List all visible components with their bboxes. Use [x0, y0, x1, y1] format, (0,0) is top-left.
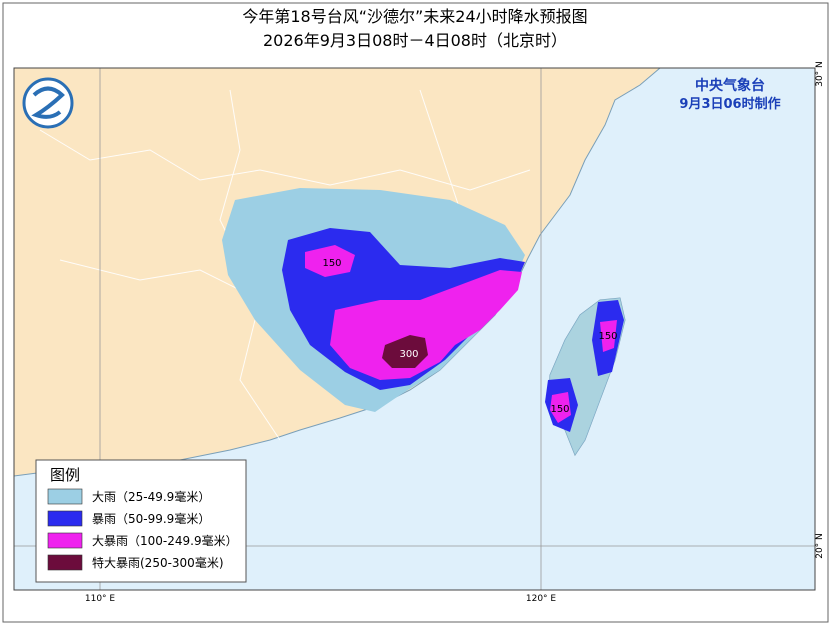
legend-swatch: [47, 510, 83, 527]
legend: 图例 大雨（25-49.9毫米） 暴雨（50-99.9毫米） 大暴雨（100-249…: [35, 459, 247, 583]
lat-label: 30° N: [815, 61, 825, 87]
issuer-agency: 中央气象台: [695, 77, 765, 94]
legend-label: 大暴雨（100-249.9毫米）: [92, 533, 238, 548]
rain-severe: [330, 270, 522, 380]
legend-items: 大雨（25-49.9毫米） 暴雨（50-99.9毫米） 大暴雨（100-249.9毫…: [47, 488, 238, 571]
issuer-date: 9月3日06时制作: [679, 96, 780, 112]
logo: [22, 77, 74, 129]
rain-severe: [305, 245, 355, 277]
logo-mark: [31, 86, 65, 119]
rain-extreme: [382, 335, 428, 368]
contour-label: 150: [598, 331, 617, 342]
legend-label: 特大暴雨(250-300毫米): [92, 555, 224, 570]
rain-severe: [600, 320, 617, 352]
contour-label: 150: [322, 258, 341, 269]
contour-label: 300: [399, 349, 418, 360]
map-frame: [13, 67, 816, 591]
contour-label: 150: [550, 404, 569, 415]
legend-swatch: [47, 554, 83, 571]
legend-label: 大雨（25-49.9毫米）: [92, 489, 210, 504]
legend-swatch: [47, 488, 83, 505]
map: 150 150 150 300 中央气象台 9月3日06时制作 图例 大雨（25…: [14, 68, 815, 590]
legend-title: 图例: [50, 466, 80, 484]
subtitle: 2026年9月3日08时－4日08时（北京时）: [263, 31, 567, 50]
title: 今年第18号台风“沙德尔”未来24小时降水预报图: [242, 7, 587, 26]
lon-label: 120° E: [526, 594, 557, 604]
lon-label: 110° E: [85, 594, 116, 604]
rain-severe: [550, 392, 571, 423]
lat-label: 20° N: [815, 533, 825, 559]
legend-label: 暴雨（50-99.9毫米）: [92, 511, 210, 526]
legend-swatch: [47, 532, 83, 549]
